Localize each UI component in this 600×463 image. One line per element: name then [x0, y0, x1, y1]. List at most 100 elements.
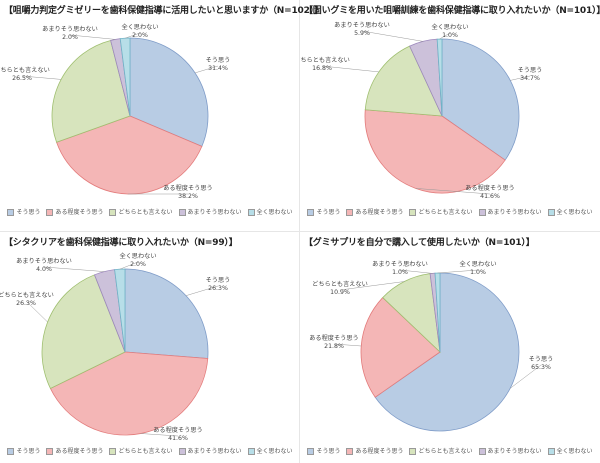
chart-panel-4: 【グミサプリを自分で購入して使用したいか（N=101）】 そう思う 65.3% ある…	[300, 232, 600, 463]
data-label: 全く思わない 1.0%	[459, 260, 496, 276]
legend-swatch	[409, 209, 417, 216]
data-label: どちらとも言えない 26.3%	[0, 291, 54, 307]
legend-swatch	[7, 448, 15, 455]
pie-slice	[124, 268, 209, 359]
data-label: そう思う 26.3%	[206, 277, 231, 292]
legend-label: 全く思わない	[256, 209, 293, 216]
pie-chart: そう思う 65.3% ある程度そう思う 21.8% どちらとも言えない 10.9% あまりそ…	[309, 260, 554, 432]
data-label: 全く思わない 2.0%	[121, 23, 158, 39]
legend-item: そう思う	[7, 207, 40, 216]
legend-swatch	[547, 209, 555, 216]
data-label: そう思う 65.3%	[529, 356, 554, 371]
legend-swatch	[7, 209, 15, 216]
leader-line	[333, 343, 362, 347]
legend-label: そう思う	[316, 209, 341, 216]
legend-label: ある程度そう思う	[355, 448, 404, 455]
chart-title: 【シタクリアを歯科保健指導に取り入れたいか（N=99）】	[4, 238, 238, 248]
legend-swatch	[46, 448, 54, 455]
legend-swatch	[46, 209, 54, 216]
data-label: あまりそう思わない 4.0%	[16, 258, 72, 273]
legend-label: あまりそう思わない	[487, 209, 542, 216]
leader-line	[43, 266, 105, 272]
leader-line	[185, 285, 219, 296]
legend-item: そう思う	[7, 446, 40, 455]
legend-swatch	[109, 209, 117, 216]
chart-legend: そう思う ある程度そう思う どちらとも言えない あまりそう思わない 全く思わない	[0, 446, 300, 455]
legend-swatch	[478, 209, 486, 216]
legend-swatch	[247, 209, 255, 216]
chart-panel-2: 【固いグミを用いた咀嚼訓練を歯科保健指導に取り入れたいか（N=101）】 そう思…	[300, 0, 600, 231]
legend-item: ある程度そう思う	[346, 446, 403, 455]
legend-label: 全く思わない	[256, 448, 293, 455]
legend-label: あまりそう思わない	[187, 448, 242, 455]
leader-line	[361, 30, 424, 42]
pie-slice	[441, 38, 520, 161]
legend-label: そう思う	[16, 448, 41, 455]
leader-line	[321, 65, 379, 73]
legend-label: そう思う	[16, 209, 41, 216]
leader-line	[415, 188, 491, 195]
legend-swatch	[307, 448, 315, 455]
legend-item: 全く思わない	[547, 446, 593, 455]
leader-line	[399, 269, 433, 274]
data-label: あまりそう思わない 2.0%	[42, 26, 98, 41]
data-label: 全く思わない 1.0%	[431, 23, 468, 39]
data-label: ある程度そう思う 38.2%	[163, 184, 213, 200]
data-label: あまりそう思わない 5.9%	[334, 22, 390, 37]
data-label: ある程度そう思う 41.6%	[465, 184, 515, 200]
data-label: ある程度そう思う 41.6%	[153, 426, 203, 442]
chart-panel-3: 【シタクリアを歯科保健指導に取り入れたいか（N=99）】 そう思う 26.3% ある…	[0, 232, 300, 463]
legend-label: どちらとも言えない	[418, 448, 473, 455]
data-label: どちらとも言えない16.8%	[300, 56, 350, 72]
legend-label: そう思う	[316, 448, 341, 455]
legend-item: あまりそう思わない	[478, 446, 542, 455]
leader-line	[509, 364, 542, 389]
legend-label: どちらとも言えない	[118, 448, 173, 455]
horizontal-divider	[0, 231, 600, 232]
data-label: そう思う 31.4%	[206, 57, 231, 72]
legend-item: あまりそう思わない	[178, 446, 242, 455]
legend-item: どちらとも言えない	[109, 207, 173, 216]
legend-swatch	[247, 448, 255, 455]
chart-title: 【咀嚼力判定グミゼリーを歯科保健指導に活用したいと思いますか（N=102）】	[4, 6, 323, 16]
legend-item: どちらとも言えない	[109, 446, 173, 455]
chart-legend: そう思う ある程度そう思う どちらとも言えない あまりそう思わない 全く思わない	[300, 207, 600, 216]
data-label: そう思う 34.7%	[518, 67, 543, 82]
legend-swatch	[346, 209, 354, 216]
pie-slice	[51, 39, 131, 143]
legend-item: どちらとも言えない	[409, 446, 473, 455]
leader-line	[69, 34, 116, 40]
data-label: あまりそう思わない 1.0%	[372, 261, 428, 276]
legend-swatch	[307, 209, 315, 216]
chart-legend: そう思う ある程度そう思う どちらとも言えない あまりそう思わない 全く思わない	[300, 446, 600, 455]
legend-swatch	[409, 448, 417, 455]
leader-line	[125, 32, 141, 39]
legend-item: あまりそう思わない	[478, 207, 542, 216]
legend-label: 全く思わない	[556, 209, 593, 216]
pie-slice	[41, 274, 126, 389]
legend-item: 全く思わない	[547, 207, 593, 216]
legend-swatch	[478, 448, 486, 455]
leader-line	[437, 269, 479, 274]
legend-item: ある程度そう思う	[346, 207, 403, 216]
legend-item: 全く思わない	[247, 446, 293, 455]
pie-slice	[56, 115, 203, 195]
legend-label: どちらとも言えない	[418, 209, 473, 216]
leader-line	[194, 65, 219, 74]
legend-label: ある程度そう思う	[55, 209, 104, 216]
legend-label: 全く思わない	[556, 448, 593, 455]
chart-title: 【固いグミを用いた咀嚼訓練を歯科保健指導に取り入れたいか（N=101）】	[304, 6, 600, 16]
chart-title: 【グミサプリを自分で購入して使用したいか（N=101）】	[304, 238, 535, 248]
pie-slice	[129, 37, 209, 147]
legend-label: あまりそう思わない	[487, 448, 542, 455]
legend-item: そう思う	[307, 207, 340, 216]
legend-item: ある程度そう思う	[46, 207, 103, 216]
leader-line	[339, 281, 405, 291]
legend-item: どちらとも言えない	[409, 207, 473, 216]
pie-slice	[360, 296, 441, 398]
legend-swatch	[109, 448, 117, 455]
leader-line	[510, 75, 531, 81]
